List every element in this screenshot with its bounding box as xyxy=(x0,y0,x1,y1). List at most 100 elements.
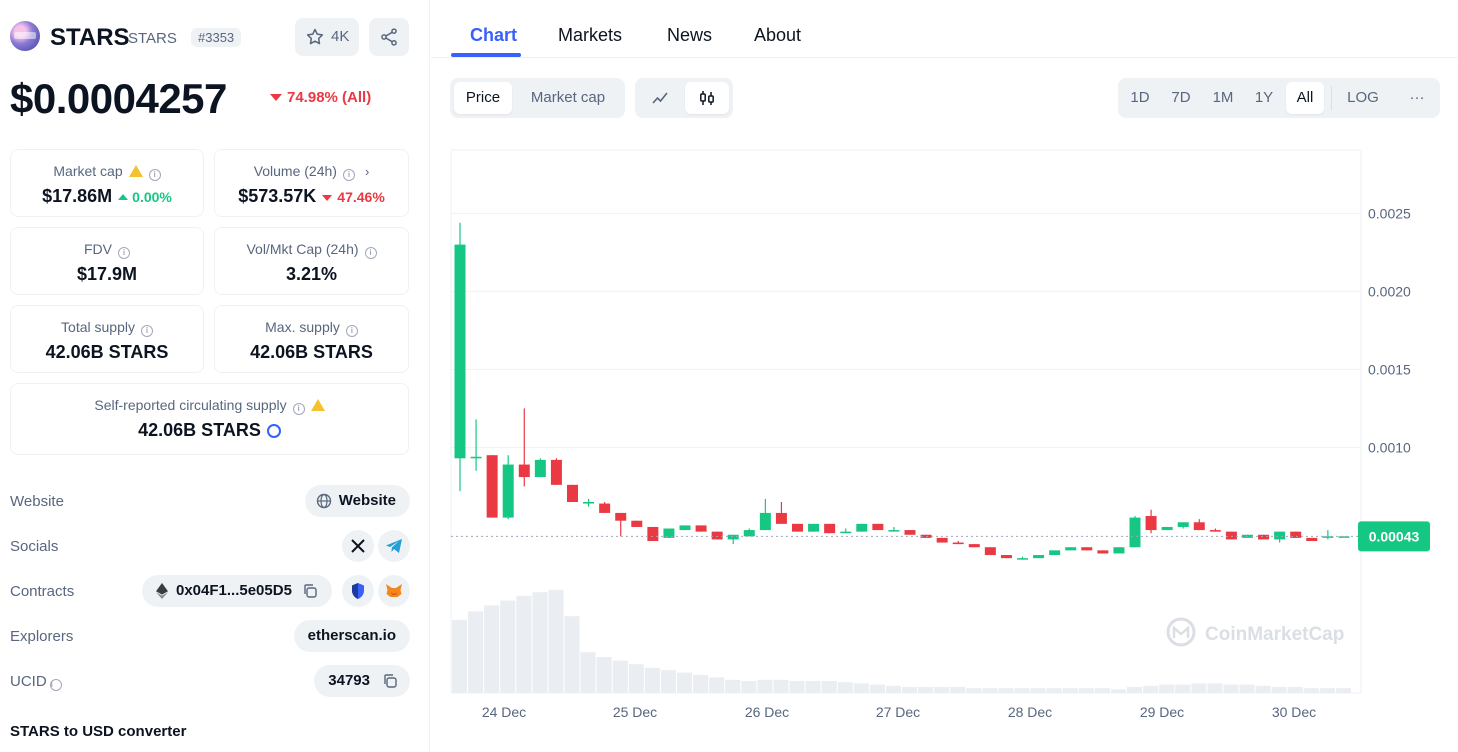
candle-body xyxy=(1017,558,1028,560)
info-icon[interactable]: i xyxy=(342,169,355,181)
fdv-label: FDV xyxy=(84,241,112,257)
x-twitter-button[interactable] xyxy=(342,530,374,562)
candle-body xyxy=(840,531,852,534)
candle-body xyxy=(1081,547,1093,551)
rank-badge: #3353 xyxy=(191,28,242,47)
socials-row: Socials xyxy=(10,530,410,562)
supply-progress-icon xyxy=(266,424,281,438)
circulating-supply-card: Self-reported circulating supply i 42.06B… xyxy=(10,383,409,455)
candle-body xyxy=(1049,550,1061,556)
candle-chart-button[interactable] xyxy=(685,82,729,114)
info-icon[interactable]: i xyxy=(364,247,377,259)
volume-bar xyxy=(1143,685,1159,693)
vol-mkt-cap-value: 3.21% xyxy=(285,264,338,284)
market-cap-value: $17.86M xyxy=(42,186,113,206)
volume-bar xyxy=(1191,683,1207,693)
tab-chart[interactable]: Chart xyxy=(470,25,518,45)
candle-body xyxy=(904,530,916,535)
info-icon[interactable]: i xyxy=(345,325,358,337)
watchlist-button[interactable]: 4K xyxy=(295,18,359,56)
candle-body xyxy=(727,534,739,540)
more-options-button[interactable]: ··· xyxy=(1409,89,1425,106)
candle-body xyxy=(647,526,659,541)
price-option[interactable]: Price xyxy=(454,82,512,114)
candle-body xyxy=(1338,536,1350,538)
x-tick-label: 30 Dec xyxy=(1272,704,1316,720)
info-icon[interactable]: i xyxy=(292,403,305,415)
copy-icon[interactable] xyxy=(302,583,318,599)
info-icon[interactable]: i xyxy=(118,247,130,259)
volume-bar xyxy=(773,679,789,693)
volume-bar xyxy=(677,672,693,693)
copy-icon[interactable] xyxy=(382,673,398,689)
volume-bar xyxy=(1207,683,1223,693)
candle-body xyxy=(1113,547,1125,554)
market-cap-label: Market cap xyxy=(53,163,123,179)
volume-bar xyxy=(596,657,612,693)
metamask-icon xyxy=(386,584,402,597)
info-icon[interactable]: i xyxy=(148,169,161,181)
tab-news[interactable]: News xyxy=(667,25,713,45)
candle-body xyxy=(1000,555,1012,559)
telegram-button[interactable] xyxy=(378,530,410,562)
website-row: Website Website xyxy=(10,485,410,517)
explorer-button[interactable]: etherscan.io xyxy=(293,620,410,652)
volume-bar xyxy=(757,679,773,693)
website-button[interactable]: Website xyxy=(304,485,410,517)
market-cap-change: 0.00% xyxy=(118,189,172,205)
candle-body xyxy=(550,459,562,485)
range-1m[interactable]: 1M xyxy=(1212,89,1234,106)
volume-bar xyxy=(789,681,805,693)
market-cap-option[interactable]: Market cap xyxy=(530,89,606,106)
tab-about[interactable]: About xyxy=(754,25,802,45)
candle-body xyxy=(808,523,820,532)
candle-body xyxy=(743,530,755,537)
volume-bar xyxy=(1127,687,1143,693)
contract-address-button[interactable]: 0x04F1...5e05D5 xyxy=(142,575,332,607)
chart-panel: Chart Markets News About Price Market ca… xyxy=(431,0,1458,752)
candle-body xyxy=(583,502,595,504)
ucid-value[interactable]: 34793 xyxy=(314,665,410,697)
share-button[interactable] xyxy=(369,18,409,56)
log-scale-button[interactable]: LOG xyxy=(1347,89,1379,106)
security-audit-button[interactable] xyxy=(342,575,374,607)
down-arrow-icon xyxy=(270,94,282,101)
volume-bar xyxy=(821,681,837,693)
candle-body xyxy=(631,520,643,527)
range-7d[interactable]: 7D xyxy=(1171,89,1191,106)
coin-logo xyxy=(10,21,40,51)
volume-bar xyxy=(869,684,885,693)
volume-card[interactable]: Volume (24h) i › $573.57K 47.46% xyxy=(214,149,409,217)
range-1y[interactable]: 1Y xyxy=(1254,89,1274,106)
candle-body xyxy=(567,484,578,502)
volume-bar xyxy=(612,660,628,693)
contracts-label: Contracts xyxy=(10,583,75,600)
metamask-button[interactable] xyxy=(378,575,410,607)
info-icon[interactable]: i xyxy=(140,325,153,337)
volume-bar xyxy=(1030,688,1046,693)
ucid-row: UCID i 34793 xyxy=(10,665,410,697)
range-all[interactable]: All xyxy=(1286,82,1324,114)
candle-body xyxy=(1290,531,1302,538)
max-supply-card: Max. supply i 42.06B STARS xyxy=(214,305,409,373)
price-chart[interactable]: 0.0025 0.0020 0.0015 0.0010 24 Dec 25 Dec 26 D… xyxy=(431,0,1458,752)
volume-bar xyxy=(1223,684,1239,693)
range-1d[interactable]: 1D xyxy=(1130,89,1150,106)
socials-label: Socials xyxy=(10,538,59,555)
market-cap-card: Market cap i $17.86M 0.00% xyxy=(10,149,204,217)
range-divider xyxy=(1331,86,1332,110)
volume-bar xyxy=(1271,687,1287,693)
fdv-card: FDV i $17.9M xyxy=(10,227,204,295)
coin-info-panel: STARS STARS #3353 4K $0.0004257 74.98% (… xyxy=(0,0,430,752)
coin-name: STARS xyxy=(50,24,130,51)
volume-bar xyxy=(1319,688,1335,693)
info-icon[interactable]: i xyxy=(49,679,62,691)
tab-markets[interactable]: Markets xyxy=(558,25,623,45)
line-chart-button[interactable] xyxy=(639,82,681,114)
volume-bar xyxy=(966,688,982,693)
volume-bar xyxy=(1239,684,1255,693)
volume-bar xyxy=(564,616,580,693)
candle-body xyxy=(518,464,530,478)
coin-header: STARS STARS #3353 4K xyxy=(10,18,410,58)
candle-body xyxy=(1274,531,1286,540)
